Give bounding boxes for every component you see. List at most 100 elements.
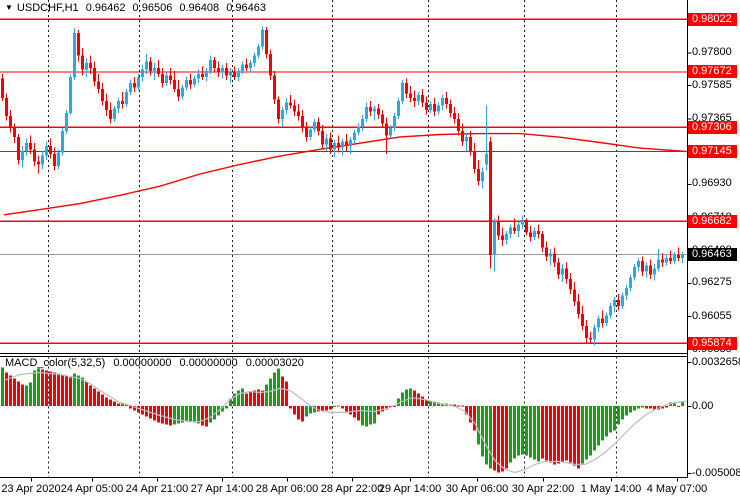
price-level-flag: 0.95874 (688, 336, 737, 350)
candle (493, 221, 496, 255)
macd-value-hist: 0.00003020 (245, 357, 304, 369)
candle (201, 73, 204, 77)
candle (421, 94, 424, 103)
candle (113, 108, 116, 120)
macd-bar (533, 406, 536, 460)
macd-bar (185, 406, 188, 422)
candle (641, 260, 644, 272)
macd-bar (285, 381, 288, 407)
macd-bar (677, 406, 680, 408)
macd-bar (97, 391, 100, 407)
macd-bar (357, 406, 360, 421)
symbol-dropdown-icon[interactable]: ▼ (5, 3, 13, 12)
candle (665, 257, 668, 263)
candle (537, 230, 540, 234)
candle (485, 153, 488, 165)
macd-bar (301, 406, 304, 422)
macd-bar (577, 406, 580, 469)
macd-bar (649, 406, 652, 409)
candle (437, 105, 440, 112)
candle (69, 76, 72, 114)
price-level-flag: 0.97145 (688, 145, 737, 159)
candle (205, 70, 208, 77)
candle (37, 161, 40, 165)
macd-bar (633, 406, 636, 411)
macd-bar (241, 388, 244, 407)
macd-bar (317, 406, 320, 412)
macd-bar (453, 404, 456, 407)
macd-bar (401, 392, 404, 407)
candle (617, 300, 620, 307)
candle (265, 30, 268, 55)
candle (489, 141, 492, 255)
candle (613, 300, 616, 307)
macd-bar (653, 406, 656, 410)
macd-bar (525, 406, 528, 456)
macd-bar (13, 378, 16, 407)
candle (597, 318, 600, 328)
candle (505, 233, 508, 240)
macd-bar (173, 406, 176, 425)
macd-bar (313, 406, 316, 413)
macd-bar (513, 406, 516, 459)
macd-bar (109, 399, 112, 407)
candle (561, 268, 564, 275)
macd-bar (281, 376, 284, 407)
candle (569, 279, 572, 290)
macd-bar (189, 406, 192, 422)
candle (101, 88, 104, 101)
candle (285, 102, 288, 111)
candle (213, 60, 216, 68)
macd-bar (569, 406, 572, 463)
macd-tick-label: 0.0032658 (692, 355, 740, 368)
macd-bar (365, 406, 368, 427)
candle (449, 103, 452, 114)
candle (45, 146, 48, 156)
candle (5, 97, 8, 117)
macd-bar (337, 405, 340, 407)
candle (309, 129, 312, 138)
macd-bar (125, 404, 128, 407)
candle (649, 265, 652, 275)
candle (557, 262, 560, 275)
macd-bar (321, 406, 324, 411)
candle (153, 67, 156, 71)
macd-bar (509, 406, 512, 463)
chart-header: ▼ USDCHF,H1 0.96462 0.96506 0.96408 0.964… (5, 2, 270, 14)
macd-bar (381, 406, 384, 412)
macd-bar (469, 406, 472, 423)
candle (181, 87, 184, 97)
candle (217, 67, 220, 73)
candle (77, 33, 80, 56)
ohlc-high-value: 0.96506 (132, 2, 173, 14)
candle (157, 67, 160, 74)
candle (297, 111, 300, 117)
macd-bar (497, 406, 500, 473)
macd-bar (397, 398, 400, 407)
candle (357, 126, 360, 133)
macd-bar (133, 406, 136, 411)
macd-bar (57, 373, 60, 407)
candle (253, 55, 256, 64)
candle (373, 108, 376, 112)
macd-bar (477, 406, 480, 445)
candle (453, 113, 456, 120)
time-axis-label: 4 May 07:00 (646, 483, 708, 495)
macd-bar (465, 406, 468, 415)
candle (293, 105, 296, 112)
candle (269, 54, 272, 76)
candle (433, 103, 436, 112)
macd-tick-label: 0.00 (692, 399, 714, 412)
candle (365, 107, 368, 120)
candle (633, 266, 636, 278)
macd-bar (349, 406, 352, 415)
macd-bar (585, 406, 588, 460)
macd-bar (269, 378, 272, 407)
candle (445, 97, 448, 104)
candle (301, 116, 304, 129)
candle (225, 67, 228, 76)
macd-bar (137, 406, 140, 413)
macd-bar (113, 401, 116, 407)
candle (85, 63, 88, 70)
